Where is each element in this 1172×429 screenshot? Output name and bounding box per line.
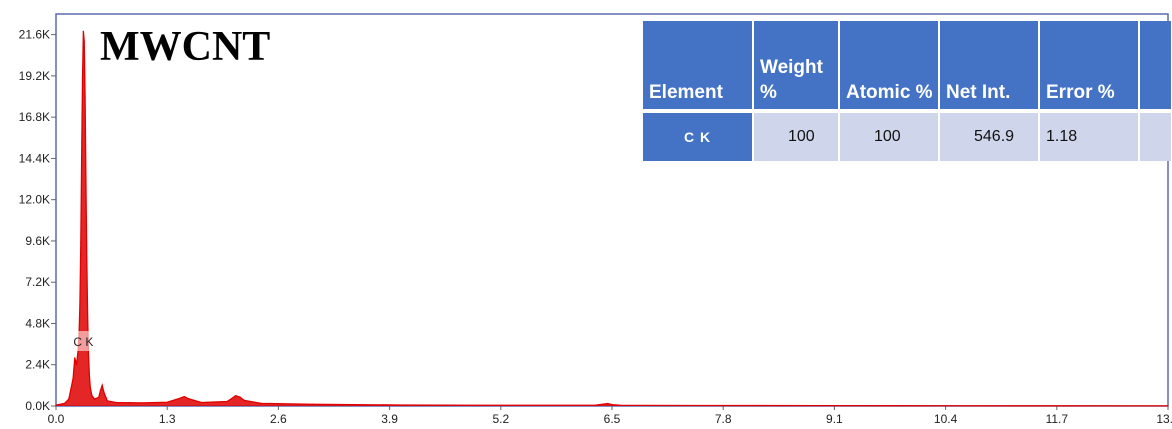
cell-atomic: 100	[839, 109, 940, 161]
y-tick-label: 16.8K	[19, 110, 50, 124]
spectrum-point	[312, 403, 314, 405]
spectrum-point	[89, 386, 91, 388]
spectrum-point	[1056, 405, 1058, 407]
spectrum-point	[82, 30, 84, 32]
cell-weight: 100	[753, 109, 840, 161]
x-tick-label: 1.3	[159, 412, 176, 426]
x-tick-label: 11.7	[1046, 412, 1069, 426]
cell-net-int: 546.9	[939, 109, 1040, 161]
x-tick-label: 6.5	[604, 412, 621, 426]
table-row: C K 100 100 546.9 1.18	[643, 109, 1172, 161]
spectrum-point	[140, 402, 143, 404]
spectrum-point	[397, 404, 399, 406]
x-tick-label: 5.2	[492, 412, 509, 426]
spectrum-point	[230, 398, 232, 400]
x-tick-label: 9.1	[826, 412, 843, 426]
spectrum-point	[187, 398, 190, 400]
spectrum-point	[226, 400, 228, 403]
spectrum-point	[74, 357, 76, 359]
y-tick-label: 2.4K	[25, 358, 50, 372]
x-tick-label: 7.8	[715, 412, 732, 426]
eds-result-table: Element Weight % Atomic % Net Int. Error…	[643, 21, 1172, 161]
table-header-row: Element Weight % Atomic % Net Int. Error…	[643, 21, 1172, 111]
y-tick-label: 12.0K	[19, 193, 50, 207]
x-tick-label: 3.9	[381, 412, 398, 426]
spectrum-point	[607, 402, 609, 405]
peak-label-backdrop	[65, 331, 102, 351]
x-tick-label: 2.6	[270, 412, 287, 426]
y-tick-label: 0.0K	[25, 399, 50, 413]
peak-label: C K	[73, 335, 93, 349]
header-element: Element	[643, 21, 754, 111]
spectrum-point	[99, 389, 102, 392]
spectrum-point	[696, 404, 699, 407]
cell-error: 1.18	[1039, 109, 1140, 161]
spectrum-point	[87, 315, 89, 318]
spectrum-point	[115, 401, 117, 404]
y-tick-label: 21.6K	[19, 28, 50, 42]
chart-title: MWCNT	[100, 24, 270, 70]
y-tick-label: 9.6K	[25, 234, 50, 248]
spectrum-point	[183, 395, 185, 398]
spectrum-point	[103, 391, 105, 393]
spectrum-point	[93, 398, 96, 400]
x-tick-label: 13.0	[1156, 412, 1172, 426]
spectrum-point	[200, 401, 203, 404]
spectrum-point	[945, 405, 947, 407]
spectrum-point	[79, 302, 81, 304]
spectrum-point	[85, 181, 87, 184]
x-tick-label: 10.4	[934, 412, 958, 426]
cell-extra	[1139, 109, 1172, 161]
spectrum-point	[68, 398, 70, 400]
y-tick-label: 14.4K	[19, 151, 50, 165]
spectrum-point	[91, 395, 93, 397]
cell-element: C K	[643, 109, 754, 161]
y-axis: 0.0K 2.4K 4.8K 7.2K 9.6K 12.0K 14.4K 16.8K 19.2K…	[19, 28, 56, 413]
spectrum-point	[594, 404, 596, 406]
spectrum-point	[619, 404, 622, 406]
spectrum-point	[106, 400, 108, 402]
y-tick-label: 4.8K	[25, 316, 50, 330]
spectrum-point	[1167, 405, 1169, 407]
spectrum-point	[98, 396, 100, 399]
spectrum-point	[179, 397, 181, 399]
header-extra	[1139, 21, 1172, 111]
spectrum-point	[63, 402, 66, 405]
header-net-int: Net Int.	[939, 21, 1040, 111]
spectrum-point	[81, 156, 83, 158]
spectrum-point	[81, 78, 84, 80]
spectrum-point	[75, 364, 78, 366]
spectrum-point	[166, 401, 168, 403]
spectrum-point	[72, 377, 74, 380]
spectrum-point	[239, 396, 241, 398]
spectrum-point	[87, 353, 90, 356]
x-axis: 0.0 1.3 2.6 3.9 5.2 6.5 7.8 9.1 10.4 11.7 13.0	[48, 406, 1172, 426]
spectrum-point	[260, 402, 262, 405]
header-weight: Weight %	[753, 21, 840, 111]
spectrum-point	[86, 259, 88, 261]
spectrum-point	[84, 95, 86, 98]
spectrum-point	[80, 242, 82, 244]
spectrum-point	[88, 374, 90, 376]
header-atomic: Atomic %	[839, 21, 940, 111]
spectrum-point	[483, 404, 485, 406]
spectrum-point	[825, 405, 827, 407]
spectrum-point	[55, 404, 57, 406]
x-tick-label: 0.0	[48, 412, 65, 426]
y-tick-label: 7.2K	[25, 275, 50, 289]
spectrum-point	[83, 40, 85, 43]
spectrum-point	[243, 399, 245, 401]
spectrum-point	[611, 404, 613, 406]
peak-annotations: C K	[65, 331, 102, 351]
spectrum-point	[101, 384, 103, 386]
y-tick-label: 19.2K	[19, 69, 50, 83]
spectrum-point	[235, 395, 237, 397]
header-error: Error %	[1039, 21, 1140, 111]
